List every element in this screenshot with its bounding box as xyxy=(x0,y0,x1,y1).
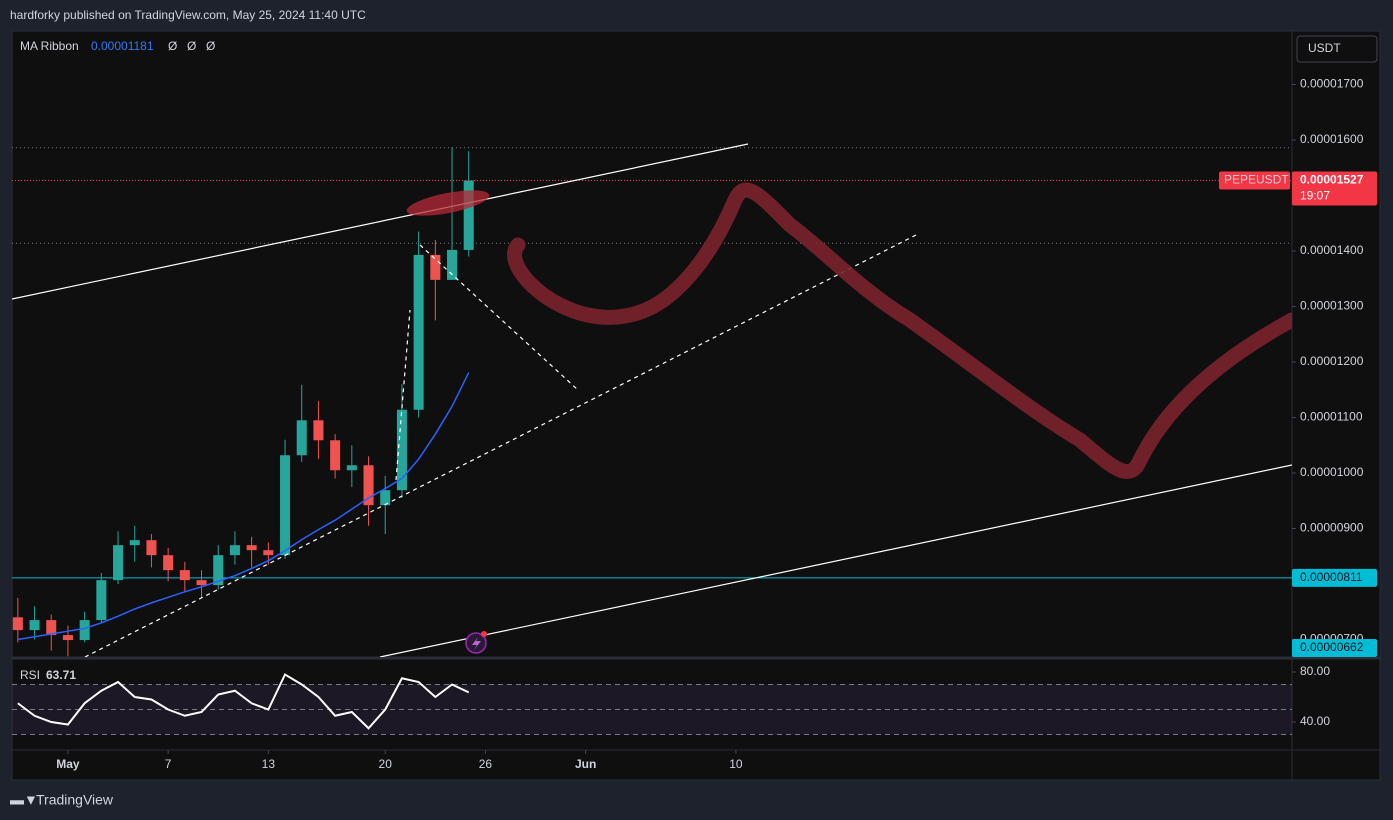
candle-body xyxy=(46,620,57,636)
y-tick-label: 40.00 xyxy=(1300,714,1330,728)
y-tick-label: 0.00001700 xyxy=(1300,77,1364,91)
candle-body xyxy=(129,540,140,546)
event-dot xyxy=(481,631,487,637)
y-tick-label: 0.00001300 xyxy=(1300,299,1364,313)
candle-body xyxy=(447,249,458,280)
ma-legend-extra: Ø xyxy=(168,39,177,53)
candle-body xyxy=(96,580,107,621)
candle-body xyxy=(263,550,274,556)
y-tick-label: 0.00001000 xyxy=(1300,465,1364,479)
candle-body xyxy=(179,570,190,581)
trend-line xyxy=(379,464,1292,657)
last-price-label: 0.00001527 xyxy=(1300,173,1364,187)
rsi-legend-value: 63.71 xyxy=(46,668,76,682)
footer: TradingView xyxy=(36,792,114,808)
candle-body xyxy=(346,465,357,471)
footer-logo-mark: ▬▼ xyxy=(10,792,38,808)
x-tick-label: May xyxy=(56,757,80,771)
dashed-trend-line xyxy=(84,233,919,657)
y-tick-label: 0.00001200 xyxy=(1300,354,1364,368)
candle-body xyxy=(163,555,174,571)
candle-body xyxy=(229,545,240,556)
x-tick-label: 13 xyxy=(262,757,276,771)
price-tag xyxy=(1292,568,1377,587)
currency[interactable]: USDT xyxy=(1308,41,1341,55)
candle-body xyxy=(146,540,157,556)
last-price-tag xyxy=(1292,171,1377,206)
price-tag-label: 0.00000662 xyxy=(1300,640,1364,654)
y-tick-label: 0.00001600 xyxy=(1300,132,1364,146)
ma-legend-extra: Ø xyxy=(187,39,196,53)
event-icon-bolt xyxy=(472,637,481,650)
candle-body xyxy=(380,490,391,506)
price-tag-label: 0.00000811 xyxy=(1300,570,1363,584)
candle-body xyxy=(79,620,90,641)
candle-body xyxy=(29,620,40,631)
drawings xyxy=(12,143,1292,657)
candle-body xyxy=(196,580,207,586)
dashed-line xyxy=(419,244,579,391)
x-tick-label: 26 xyxy=(479,757,493,771)
ma-legend-extra: Ø xyxy=(206,39,215,53)
candle-body xyxy=(62,635,73,641)
y-tick-label: 0.00001100 xyxy=(1300,410,1363,424)
symbol-tag xyxy=(1219,171,1290,190)
brush-drawing xyxy=(507,182,1292,479)
x-tick-label: 20 xyxy=(379,757,393,771)
candle-body xyxy=(213,555,224,586)
x-tick-label: 10 xyxy=(729,757,743,771)
x-tick-label: Jun xyxy=(575,757,596,771)
highlight-mark xyxy=(406,190,490,216)
candle-body xyxy=(246,545,257,551)
rsi-legend-name: RSI xyxy=(20,668,40,682)
candle-body xyxy=(313,420,324,441)
candle-body xyxy=(396,409,407,491)
ma-legend-value: 0.00001181 xyxy=(91,39,154,53)
y-tick-label: 80.00 xyxy=(1300,664,1330,678)
ma-legend-name: MA Ribbon xyxy=(20,39,79,53)
currency-button[interactable] xyxy=(1296,35,1378,63)
chart-frame xyxy=(11,30,1381,781)
countdown: 19:07 xyxy=(1300,189,1330,203)
y-tick-label: 0.00001400 xyxy=(1300,243,1364,257)
symbol-tag-label: PEPEUSDT xyxy=(1224,173,1289,187)
header: hardforky published on TradingView.com, … xyxy=(10,8,366,22)
rsi-pane xyxy=(12,673,1292,735)
candle-body xyxy=(296,420,307,456)
ma-line xyxy=(17,372,470,641)
candle-body xyxy=(413,254,424,410)
candle-body xyxy=(113,545,124,581)
candle-body xyxy=(463,180,474,250)
y-tick-label: 0.00000900 xyxy=(1300,521,1364,535)
candle-body xyxy=(280,455,291,556)
price-tag xyxy=(1292,639,1377,657)
candle-body xyxy=(363,465,374,506)
candle-body xyxy=(430,254,441,280)
main-pane xyxy=(12,147,1292,657)
candle-body xyxy=(12,617,23,631)
candle-body xyxy=(330,440,341,471)
x-tick-label: 7 xyxy=(165,757,172,771)
rsi-line xyxy=(17,673,470,730)
trend-line xyxy=(12,143,749,300)
